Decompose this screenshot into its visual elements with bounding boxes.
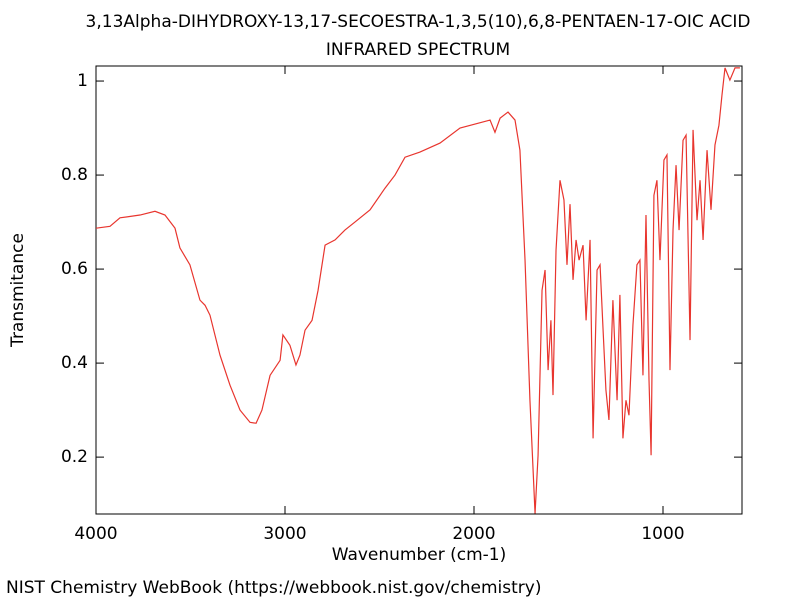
y-tick-label: 0.6 bbox=[61, 259, 88, 279]
x-tick-label: 4000 bbox=[74, 524, 117, 544]
y-tick-label: 0.4 bbox=[61, 353, 88, 373]
spectrum-line bbox=[96, 67, 740, 514]
chart-title: 3,13Alpha-DIHYDROXY-13,17-SECOESTRA-1,3,… bbox=[86, 12, 751, 32]
source-note: NIST Chemistry WebBook (https://webbook.… bbox=[6, 578, 541, 598]
y-tick-label: 0.2 bbox=[61, 447, 88, 467]
x-axis-label: Wavenumber (cm-1) bbox=[332, 545, 507, 565]
y-tick-label: 1 bbox=[77, 71, 88, 91]
plot-frame bbox=[95, 65, 743, 515]
y-axis-label: Transmitance bbox=[8, 233, 28, 348]
x-tick-label: 3000 bbox=[263, 524, 306, 544]
chart-subtitle: INFRARED SPECTRUM bbox=[326, 40, 510, 60]
x-tick-label: 1000 bbox=[641, 524, 684, 544]
x-tick-label: 2000 bbox=[452, 524, 495, 544]
y-tick-label: 0.8 bbox=[61, 165, 88, 185]
